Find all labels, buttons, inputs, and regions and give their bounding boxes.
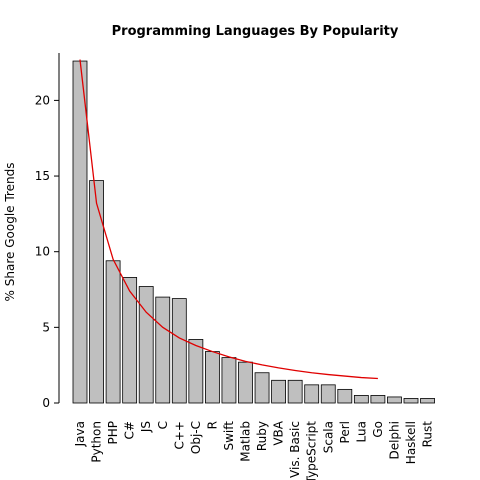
x-tick-label: Rust [421, 421, 435, 448]
bar-go [370, 395, 386, 404]
x-tick-label: TypeScript [305, 421, 319, 480]
bar-vba [271, 379, 287, 404]
bar-c- [171, 298, 187, 404]
y-axis-label: % Share Google Trends [3, 163, 17, 302]
bar-lua [353, 395, 369, 404]
bar-haskell [403, 398, 419, 404]
chart-title: Programming Languages By Popularity [112, 24, 399, 39]
bar-matlab [238, 361, 253, 404]
bar-vis-basic [287, 379, 303, 404]
bar-php [105, 260, 121, 404]
bar-rust [420, 398, 435, 404]
bar-ruby [254, 372, 270, 404]
x-tick-label: Go [371, 421, 385, 438]
y-tick-label: 15 [35, 169, 50, 183]
y-tick-label: 20 [35, 93, 50, 107]
bars-group [72, 60, 435, 404]
bar-scala [320, 384, 336, 404]
x-tick-label: C# [123, 421, 137, 439]
x-tick-label: Lua [354, 421, 368, 442]
bar-r [204, 351, 220, 404]
x-tick-label: Swift [222, 421, 236, 451]
bar-obj-c [188, 339, 204, 404]
bar-delphi [387, 396, 402, 404]
x-tick-label: Python [90, 421, 104, 463]
x-tick-label: Scala [321, 421, 335, 453]
bar-python [89, 180, 104, 404]
x-tick-label: Matlab [239, 421, 253, 462]
trend-line-group [79, 59, 378, 380]
x-tick-label: PHP [106, 421, 120, 445]
x-tick-label: Perl [338, 421, 352, 443]
x-tick-label: C [156, 421, 170, 429]
x-tick-label: Haskell [404, 421, 418, 464]
x-tick-label: Delphi [387, 421, 401, 460]
y-tick-label: 0 [42, 396, 50, 410]
bar-swift [221, 357, 237, 404]
bar-c [155, 296, 171, 404]
bar-perl [337, 388, 353, 404]
x-tick-label: Java [73, 421, 87, 447]
x-tick-label: C++ [172, 421, 186, 450]
x-tick-label: Vis. Basic [288, 421, 302, 478]
trend-line [79, 59, 378, 380]
bar-c- [122, 277, 138, 404]
x-tick-label: R [205, 421, 219, 429]
x-tick-label: JS [139, 421, 153, 433]
x-tick-label: Obj-C [189, 421, 203, 454]
bar-typescript [304, 384, 320, 404]
x-tick-label: VBA [272, 420, 286, 445]
bar-js [138, 286, 154, 404]
y-tick-label: 5 [42, 320, 50, 334]
bar-java [72, 60, 88, 404]
y-tick-label: 10 [35, 245, 50, 259]
x-tick-label: Ruby [255, 421, 269, 451]
y-tick-labels: 0 5 10 15 20 [35, 93, 59, 410]
x-tick-labels: Java Python PHP C# JS C C++ Obj-C R Swift Matlab Ru… [73, 420, 435, 480]
